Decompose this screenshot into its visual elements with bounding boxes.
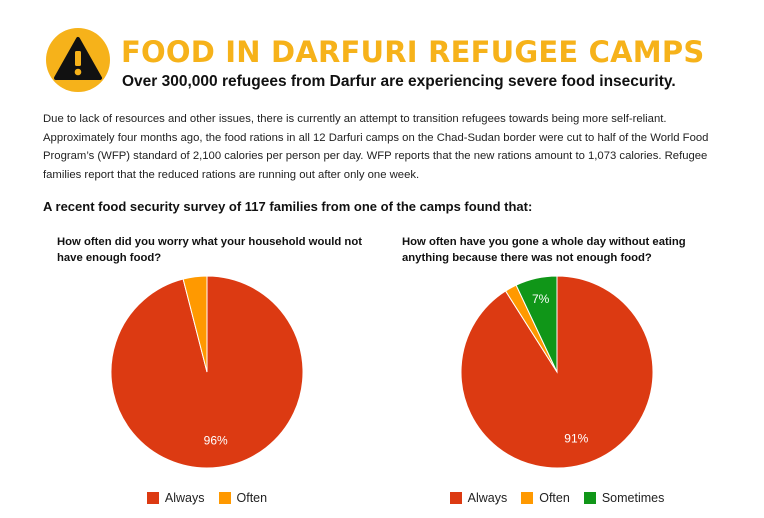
page-title: FOOD IN DARFURI REFUGEE CAMPS — [121, 35, 705, 69]
survey-heading: A recent food security survey of 117 fam… — [43, 199, 533, 214]
slice-label-sometimes: 7% — [532, 292, 550, 306]
legend-item-often: Often — [521, 491, 570, 505]
chart-1-pie: 96% — [110, 275, 304, 469]
chart-2-legend: Always Often Sometimes — [438, 491, 676, 505]
chart-2: 91% 7% Always Often Sometimes — [438, 268, 676, 513]
legend-label: Sometimes — [601, 491, 665, 505]
legend-item-always: Always — [146, 491, 205, 505]
page-subtitle: Over 300,000 refugees from Darfur are ex… — [122, 73, 676, 90]
legend-swatch — [146, 492, 159, 504]
legend-label: Often — [236, 491, 268, 505]
warning-icon — [46, 28, 110, 92]
legend-item-sometimes: Sometimes — [583, 491, 665, 505]
chart-1: 96% Always Often — [88, 268, 326, 513]
legend-label: Always — [467, 491, 508, 505]
pie-slice-often — [182, 275, 208, 373]
chart-1-legend: Always Often — [88, 491, 326, 505]
slice-label-always: 91% — [564, 431, 588, 445]
legend-swatch — [449, 492, 462, 504]
legend-label: Often — [539, 491, 570, 505]
legend-swatch — [521, 492, 534, 504]
pie-slice-sometimes — [515, 275, 558, 373]
legend-swatch — [218, 492, 231, 504]
intro-paragraph: Due to lack of resources and other issue… — [43, 113, 709, 181]
chart-2-question: How often have you gone a whole day with… — [402, 236, 686, 264]
chart-1-question: How often did you worry what your househ… — [57, 236, 362, 264]
legend-item-always: Always — [449, 491, 508, 505]
chart-2-pie: 91% 7% — [460, 275, 654, 469]
slice-label-always: 96% — [204, 434, 228, 448]
legend-swatch — [583, 492, 596, 504]
legend-item-often: Often — [218, 491, 268, 505]
legend-label: Always — [164, 491, 205, 505]
